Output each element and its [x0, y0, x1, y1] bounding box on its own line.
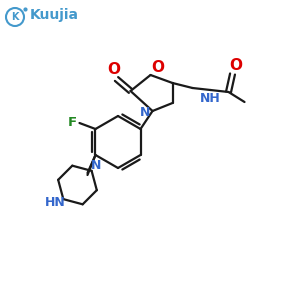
Text: N: N — [140, 106, 151, 119]
Text: HN: HN — [45, 196, 66, 208]
Text: O: O — [151, 59, 164, 74]
Text: O: O — [229, 58, 242, 73]
Text: N: N — [90, 159, 101, 172]
Text: NH: NH — [200, 92, 221, 106]
Text: Kuujia: Kuujia — [30, 8, 79, 22]
Text: O: O — [107, 62, 120, 77]
Text: K: K — [11, 12, 19, 22]
Text: F: F — [68, 116, 77, 128]
